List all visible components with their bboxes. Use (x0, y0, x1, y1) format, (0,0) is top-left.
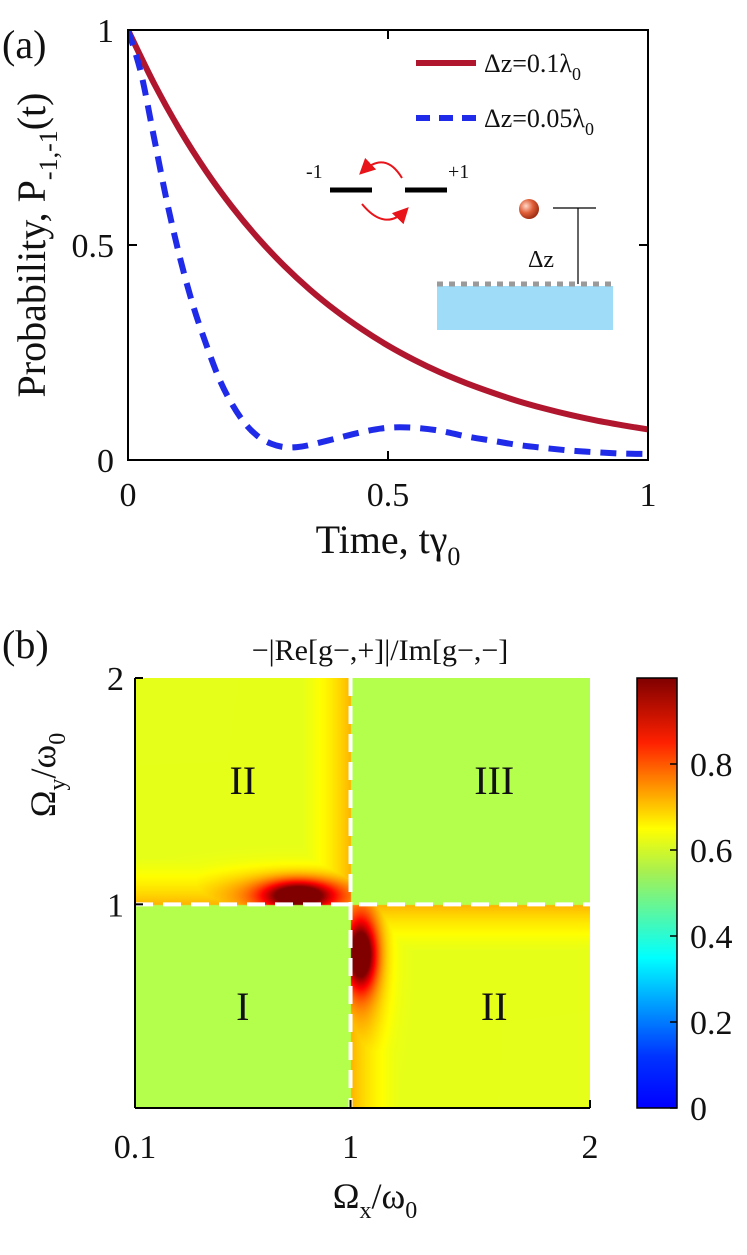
colorbar-gradient (636, 677, 678, 1109)
series-line-solid (128, 30, 648, 433)
panel-a-ylabel: Probability, P-1,-1(t) (9, 92, 63, 397)
panel-b-ytick-label: 1 (107, 887, 124, 924)
panel-b-xlabel-sub: x (360, 1198, 372, 1224)
heatmap-canvas (135, 678, 590, 1108)
svg-text:Δz=0.05λ0: Δz=0.05λ0 (484, 104, 594, 139)
panel-b-dashed-lines (135, 678, 590, 1108)
panel-a-axes-frame (127, 29, 649, 461)
panel-b-xlabel-tail: /ω (372, 1176, 406, 1216)
svg-text:Time, tγ0: Time, tγ0 (316, 517, 461, 571)
svg-text:Ωy/ω0: Ωy/ω0 (23, 733, 71, 817)
panel-b-xtick-label: 2 (582, 1129, 599, 1166)
panel-a-legend: Δz=0.1λ0 Δz=0.05λ0 (416, 49, 594, 139)
legend-label-dashed: Δz=0.05λ (484, 104, 585, 133)
transition-arrow-upper (359, 157, 403, 179)
panel-a-series-group (128, 30, 648, 457)
colorbar-tick-label: 0 (690, 1091, 707, 1128)
panel-b-ticks: 0.1 1 2 1 2 (107, 661, 599, 1166)
panel-label-a: (a) (2, 22, 46, 67)
colorbar-tick-label: 0.4 (690, 919, 733, 956)
svg-text:Ωx/ω0: Ωx/ω0 (333, 1176, 417, 1224)
region-label: II (229, 758, 256, 803)
panel-b-ylabel-tail: /ω (23, 745, 63, 779)
panel-b-ylabel-sub: y (45, 778, 71, 790)
panel-a-xlabel: Time, tγ0 (316, 517, 461, 571)
inset-surface-geometry: Δz (437, 199, 613, 330)
heatmap (135, 678, 590, 1108)
colorbar-tick-label: 0.6 (690, 833, 733, 870)
panel-b-ylabel-main: Ω (23, 790, 63, 817)
panel-b-xlabel: Ωx/ω0 (333, 1176, 417, 1224)
legend-label-solid-sub: 0 (572, 64, 581, 84)
panel-a-ytick-label: 0 (97, 443, 114, 480)
panel-b-ytick-label: 2 (107, 661, 124, 698)
panel-a-xtick-label: 1 (640, 477, 657, 514)
panel-a-ytick-label: 1 (97, 13, 114, 50)
panel-a-ytick-label: 0.5 (72, 228, 115, 265)
svg-text:Probability, P-1,-1(t): Probability, P-1,-1(t) (9, 92, 63, 397)
panel-a-xlabel-sub: 0 (447, 542, 460, 571)
panel-a-inset: -1 +1 Δz (306, 157, 613, 330)
svg-text:Δz=0.1λ0: Δz=0.1λ0 (484, 49, 581, 84)
panel-a-xtick-label: 0.5 (367, 477, 410, 514)
legend-label-dashed-sub: 0 (585, 119, 594, 139)
panel-b-axes: 0.1 1 2 1 2 (107, 661, 599, 1166)
inset-energy-levels: -1 +1 (306, 157, 469, 225)
panel-a-xtick-label: 0 (120, 477, 137, 514)
series-line-dashed (128, 30, 648, 457)
panel-b-xlabel-tail-sub: 0 (405, 1198, 417, 1224)
panel-a-ylabel-tail: (t) (9, 92, 54, 130)
panel-a-xlabel-main: Time, tγ (316, 517, 448, 562)
legend-label-solid: Δz=0.1λ (484, 49, 572, 78)
panel-a-ylabel-sub: -1,-1 (34, 130, 63, 180)
level-plus-one-label: +1 (448, 161, 469, 183)
atom-ball (519, 199, 539, 219)
region-label: III (474, 758, 514, 803)
colorbar-tick-label: 0.8 (690, 747, 733, 784)
region-label: II (481, 984, 508, 1029)
panel-b-xtick-label: 1 (342, 1129, 359, 1166)
transition-arrow-lower (361, 203, 409, 225)
panel-b-title: −|Re[g−,+]|/Im[g−,−] (252, 634, 509, 667)
level-minus-one-label: -1 (306, 161, 323, 183)
colorbar: 0 0.2 0.4 0.6 0.8 (636, 677, 733, 1128)
colorbar-ticks: 0 0.2 0.4 0.6 0.8 (670, 747, 733, 1128)
substrate (437, 286, 613, 330)
distance-label: Δz (528, 247, 554, 273)
panel-b-xtick-label: 0.1 (114, 1129, 157, 1166)
panel-b-ylabel-tail-sub: 0 (45, 733, 71, 745)
panel-a: (a) -1 +1 Δz 0 0.5 1 0 0.5 1 (2, 13, 657, 571)
panel-a-ticks: 0 0.5 1 0 0.5 1 (72, 13, 657, 514)
panel-b-ylabel: Ωy/ω0 (23, 733, 71, 817)
panel-b-xlabel-main: Ω (333, 1176, 360, 1216)
colorbar-tick-label: 0.2 (690, 1005, 733, 1042)
panel-label-b: (b) (2, 622, 49, 667)
panel-a-ylabel-main: Probability, P (9, 180, 54, 397)
region-label: I (236, 984, 249, 1029)
